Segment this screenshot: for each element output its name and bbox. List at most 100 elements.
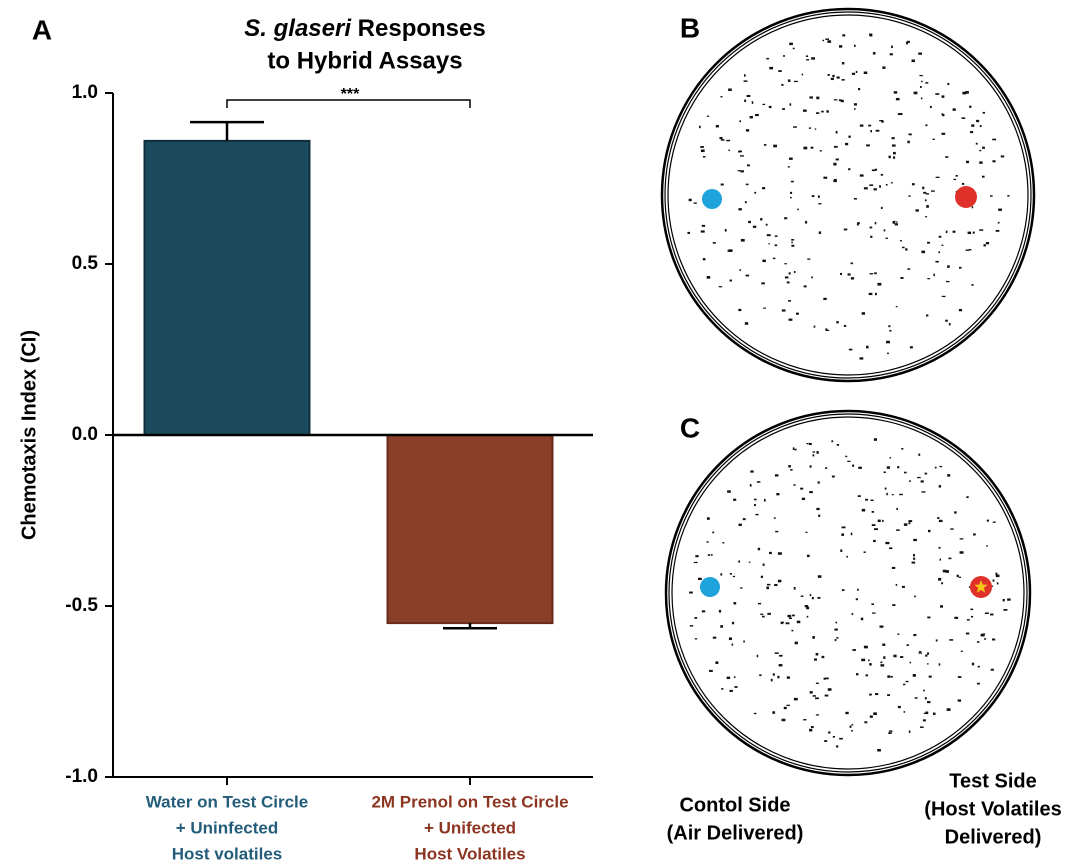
speckle [755, 114, 759, 116]
speckle [750, 484, 752, 487]
speckle [739, 120, 741, 122]
speckle [921, 98, 923, 100]
speckle [931, 190, 935, 191]
speckle [726, 140, 730, 141]
speckle [966, 249, 970, 250]
speckle [825, 38, 829, 39]
speckle [687, 232, 690, 234]
speckle [864, 646, 868, 649]
speckle [740, 587, 742, 588]
speckle [769, 552, 772, 554]
speckle [880, 664, 884, 666]
speckle [746, 275, 750, 277]
speckle [813, 695, 816, 697]
speckle [930, 106, 932, 108]
speckle [966, 161, 969, 163]
speckle [769, 67, 773, 69]
speckle [880, 661, 882, 663]
speckle [775, 235, 778, 237]
speckle [1007, 598, 1010, 600]
speckle [938, 251, 940, 253]
speckle [875, 693, 878, 695]
speckle [899, 494, 903, 495]
speckle [711, 554, 713, 555]
y-tick-label: 1.0 [72, 82, 98, 103]
speckle [871, 603, 874, 605]
speckle [869, 663, 871, 665]
speckle [834, 99, 838, 100]
speckle [761, 576, 763, 578]
bar [145, 141, 310, 435]
speckle [982, 147, 985, 149]
speckle [811, 276, 813, 278]
speckle [1003, 599, 1005, 601]
speckle [896, 508, 898, 510]
speckle [794, 587, 796, 590]
speckle [794, 698, 798, 701]
speckle [969, 106, 971, 108]
speckle [775, 531, 778, 532]
speckle [869, 293, 873, 295]
speckle [945, 320, 948, 322]
speckle [738, 170, 741, 171]
speckle [844, 229, 848, 231]
speckle [740, 155, 744, 156]
speckle [976, 143, 978, 145]
speckle [789, 272, 791, 274]
significance-label: *** [341, 86, 360, 103]
speckle [923, 719, 926, 721]
speckle [872, 169, 875, 171]
speckle [729, 249, 733, 252]
speckle [762, 104, 765, 105]
speckle [839, 738, 843, 740]
speckle [800, 488, 803, 490]
speckle [923, 192, 926, 194]
speckle [909, 480, 911, 482]
speckle [979, 150, 981, 151]
speckle [870, 715, 873, 717]
speckle [709, 670, 713, 672]
speckle [694, 617, 697, 619]
speckle [953, 179, 956, 180]
speckle [769, 106, 772, 108]
speckle [815, 697, 819, 699]
speckle [816, 508, 819, 510]
speckle [979, 161, 982, 163]
speckle [708, 554, 710, 556]
speckle [835, 639, 837, 641]
speckle [831, 440, 833, 442]
speckle [858, 495, 861, 497]
speckle [763, 563, 765, 565]
speckle [822, 656, 825, 658]
speckle [689, 592, 693, 594]
speckle [809, 491, 813, 493]
control-spot [702, 189, 722, 209]
speckle [777, 676, 779, 678]
speckle [834, 179, 837, 181]
speckle [789, 618, 792, 620]
speckle [879, 185, 881, 187]
speckle [774, 584, 777, 586]
speckle [976, 120, 979, 122]
speckle [892, 604, 895, 606]
speckle [719, 137, 722, 139]
speckle [941, 133, 945, 135]
speckle [947, 265, 950, 268]
speckle [794, 81, 798, 82]
speckle [870, 236, 872, 238]
speckle [793, 447, 795, 449]
speckle [962, 117, 966, 119]
speckle [739, 524, 742, 526]
speckle [940, 466, 943, 467]
speckle [703, 258, 706, 260]
speckle [744, 100, 746, 103]
speckle [787, 281, 790, 283]
speckle [928, 530, 930, 532]
speckle [857, 224, 859, 226]
speckle [910, 346, 913, 348]
x-tick-label: 2M Prenol on Test Circle [371, 792, 568, 811]
speckle [924, 713, 928, 714]
speckle [762, 616, 765, 618]
speckle [852, 613, 854, 615]
speckle [847, 461, 850, 462]
